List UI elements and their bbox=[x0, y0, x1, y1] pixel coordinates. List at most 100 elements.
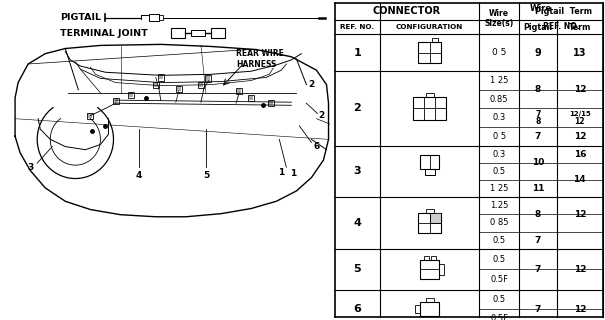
Text: 6: 6 bbox=[313, 142, 319, 151]
Text: 12: 12 bbox=[574, 210, 586, 219]
Text: 0.3: 0.3 bbox=[492, 113, 506, 122]
Bar bbox=[87, 113, 93, 119]
Bar bbox=[416, 305, 420, 313]
Text: 0 85: 0 85 bbox=[490, 219, 508, 228]
Text: 0.5: 0.5 bbox=[492, 255, 506, 264]
Text: 9: 9 bbox=[535, 48, 541, 58]
Text: 7: 7 bbox=[535, 265, 541, 274]
Bar bbox=[425, 169, 434, 175]
Text: 12: 12 bbox=[574, 132, 586, 141]
Bar bbox=[152, 82, 159, 88]
Bar bbox=[425, 209, 434, 213]
Bar bbox=[431, 38, 437, 42]
Text: CONNECTOR: CONNECTOR bbox=[373, 6, 441, 16]
Bar bbox=[158, 74, 164, 81]
Text: 14: 14 bbox=[574, 175, 586, 184]
Text: 0.5: 0.5 bbox=[492, 236, 506, 245]
Bar bbox=[237, 89, 241, 93]
Text: 0 5: 0 5 bbox=[492, 48, 506, 57]
Text: 13: 13 bbox=[573, 48, 586, 58]
Bar bbox=[114, 99, 117, 103]
Text: 0.3: 0.3 bbox=[492, 150, 506, 159]
Text: 8: 8 bbox=[535, 116, 541, 125]
Text: 7: 7 bbox=[535, 236, 541, 245]
Text: 1 25: 1 25 bbox=[490, 184, 508, 193]
Text: 8: 8 bbox=[535, 85, 541, 94]
Text: 8: 8 bbox=[535, 210, 541, 219]
Bar bbox=[159, 75, 163, 79]
Text: CONFIGURATION: CONFIGURATION bbox=[396, 24, 463, 30]
Bar bbox=[420, 260, 439, 279]
Text: 0.5F: 0.5F bbox=[490, 314, 508, 320]
Bar bbox=[211, 28, 225, 38]
Text: REAR WIRE
HARNESS: REAR WIRE HARNESS bbox=[236, 49, 284, 69]
Text: 1: 1 bbox=[353, 48, 361, 58]
Text: 12: 12 bbox=[574, 305, 586, 314]
Text: 0.5: 0.5 bbox=[492, 167, 506, 176]
Text: 12: 12 bbox=[574, 85, 586, 94]
Text: 12: 12 bbox=[575, 116, 585, 125]
Text: 3: 3 bbox=[27, 163, 33, 172]
Text: 2: 2 bbox=[353, 103, 361, 113]
Bar bbox=[420, 302, 439, 316]
Bar bbox=[236, 88, 242, 94]
Bar bbox=[431, 256, 436, 260]
Bar bbox=[129, 93, 132, 97]
Bar bbox=[198, 82, 204, 88]
Text: 4: 4 bbox=[353, 218, 361, 228]
Text: 5: 5 bbox=[203, 171, 209, 180]
Text: 1: 1 bbox=[290, 169, 296, 178]
Text: 12/15: 12/15 bbox=[569, 111, 590, 117]
Text: 0 5: 0 5 bbox=[492, 132, 506, 141]
Bar bbox=[430, 213, 440, 223]
Text: PIGTAIL: PIGTAIL bbox=[60, 13, 101, 22]
Text: 0.5: 0.5 bbox=[492, 295, 506, 304]
Text: 1.25: 1.25 bbox=[490, 201, 508, 210]
Bar bbox=[425, 93, 434, 97]
Bar bbox=[248, 95, 254, 101]
Text: Term: Term bbox=[569, 23, 591, 32]
Bar bbox=[171, 28, 185, 38]
Text: 16: 16 bbox=[574, 150, 586, 159]
Bar bbox=[191, 30, 205, 36]
Text: 11: 11 bbox=[532, 184, 544, 193]
Text: 1 25: 1 25 bbox=[490, 76, 508, 85]
Bar bbox=[154, 83, 158, 87]
Bar bbox=[206, 76, 210, 81]
Bar bbox=[149, 14, 159, 21]
Bar bbox=[159, 15, 163, 20]
Bar bbox=[430, 213, 440, 223]
Bar bbox=[268, 100, 274, 106]
Bar bbox=[424, 256, 428, 260]
Text: REF. NO.: REF. NO. bbox=[341, 24, 374, 30]
Bar bbox=[439, 264, 443, 275]
Bar bbox=[205, 75, 211, 82]
Text: 10: 10 bbox=[532, 158, 544, 167]
Bar bbox=[419, 42, 440, 63]
Bar bbox=[199, 83, 203, 87]
Text: 0.5F: 0.5F bbox=[490, 275, 508, 284]
Bar bbox=[249, 96, 253, 100]
Text: 2: 2 bbox=[318, 111, 325, 120]
Text: Wire: Wire bbox=[530, 4, 552, 13]
Bar bbox=[425, 298, 434, 302]
Text: 5: 5 bbox=[354, 264, 361, 275]
Text: Wire
Size(s): Wire Size(s) bbox=[485, 9, 514, 28]
Text: Pigtail: Pigtail bbox=[523, 23, 552, 32]
Bar bbox=[128, 92, 134, 98]
Text: 12: 12 bbox=[574, 265, 586, 274]
Bar bbox=[177, 87, 181, 91]
Bar bbox=[419, 213, 440, 233]
Bar bbox=[420, 155, 439, 169]
Text: 1: 1 bbox=[278, 168, 284, 177]
Text: REF. NO.: REF. NO. bbox=[543, 22, 580, 31]
Text: TERMINAL JOINT: TERMINAL JOINT bbox=[60, 28, 148, 37]
Text: 3: 3 bbox=[354, 166, 361, 176]
Text: 7: 7 bbox=[535, 305, 541, 314]
Text: 4: 4 bbox=[136, 171, 142, 180]
Text: 2: 2 bbox=[309, 80, 315, 89]
Bar bbox=[413, 97, 446, 120]
Text: 6: 6 bbox=[353, 304, 361, 314]
Bar bbox=[88, 114, 93, 118]
Bar bbox=[269, 101, 273, 105]
